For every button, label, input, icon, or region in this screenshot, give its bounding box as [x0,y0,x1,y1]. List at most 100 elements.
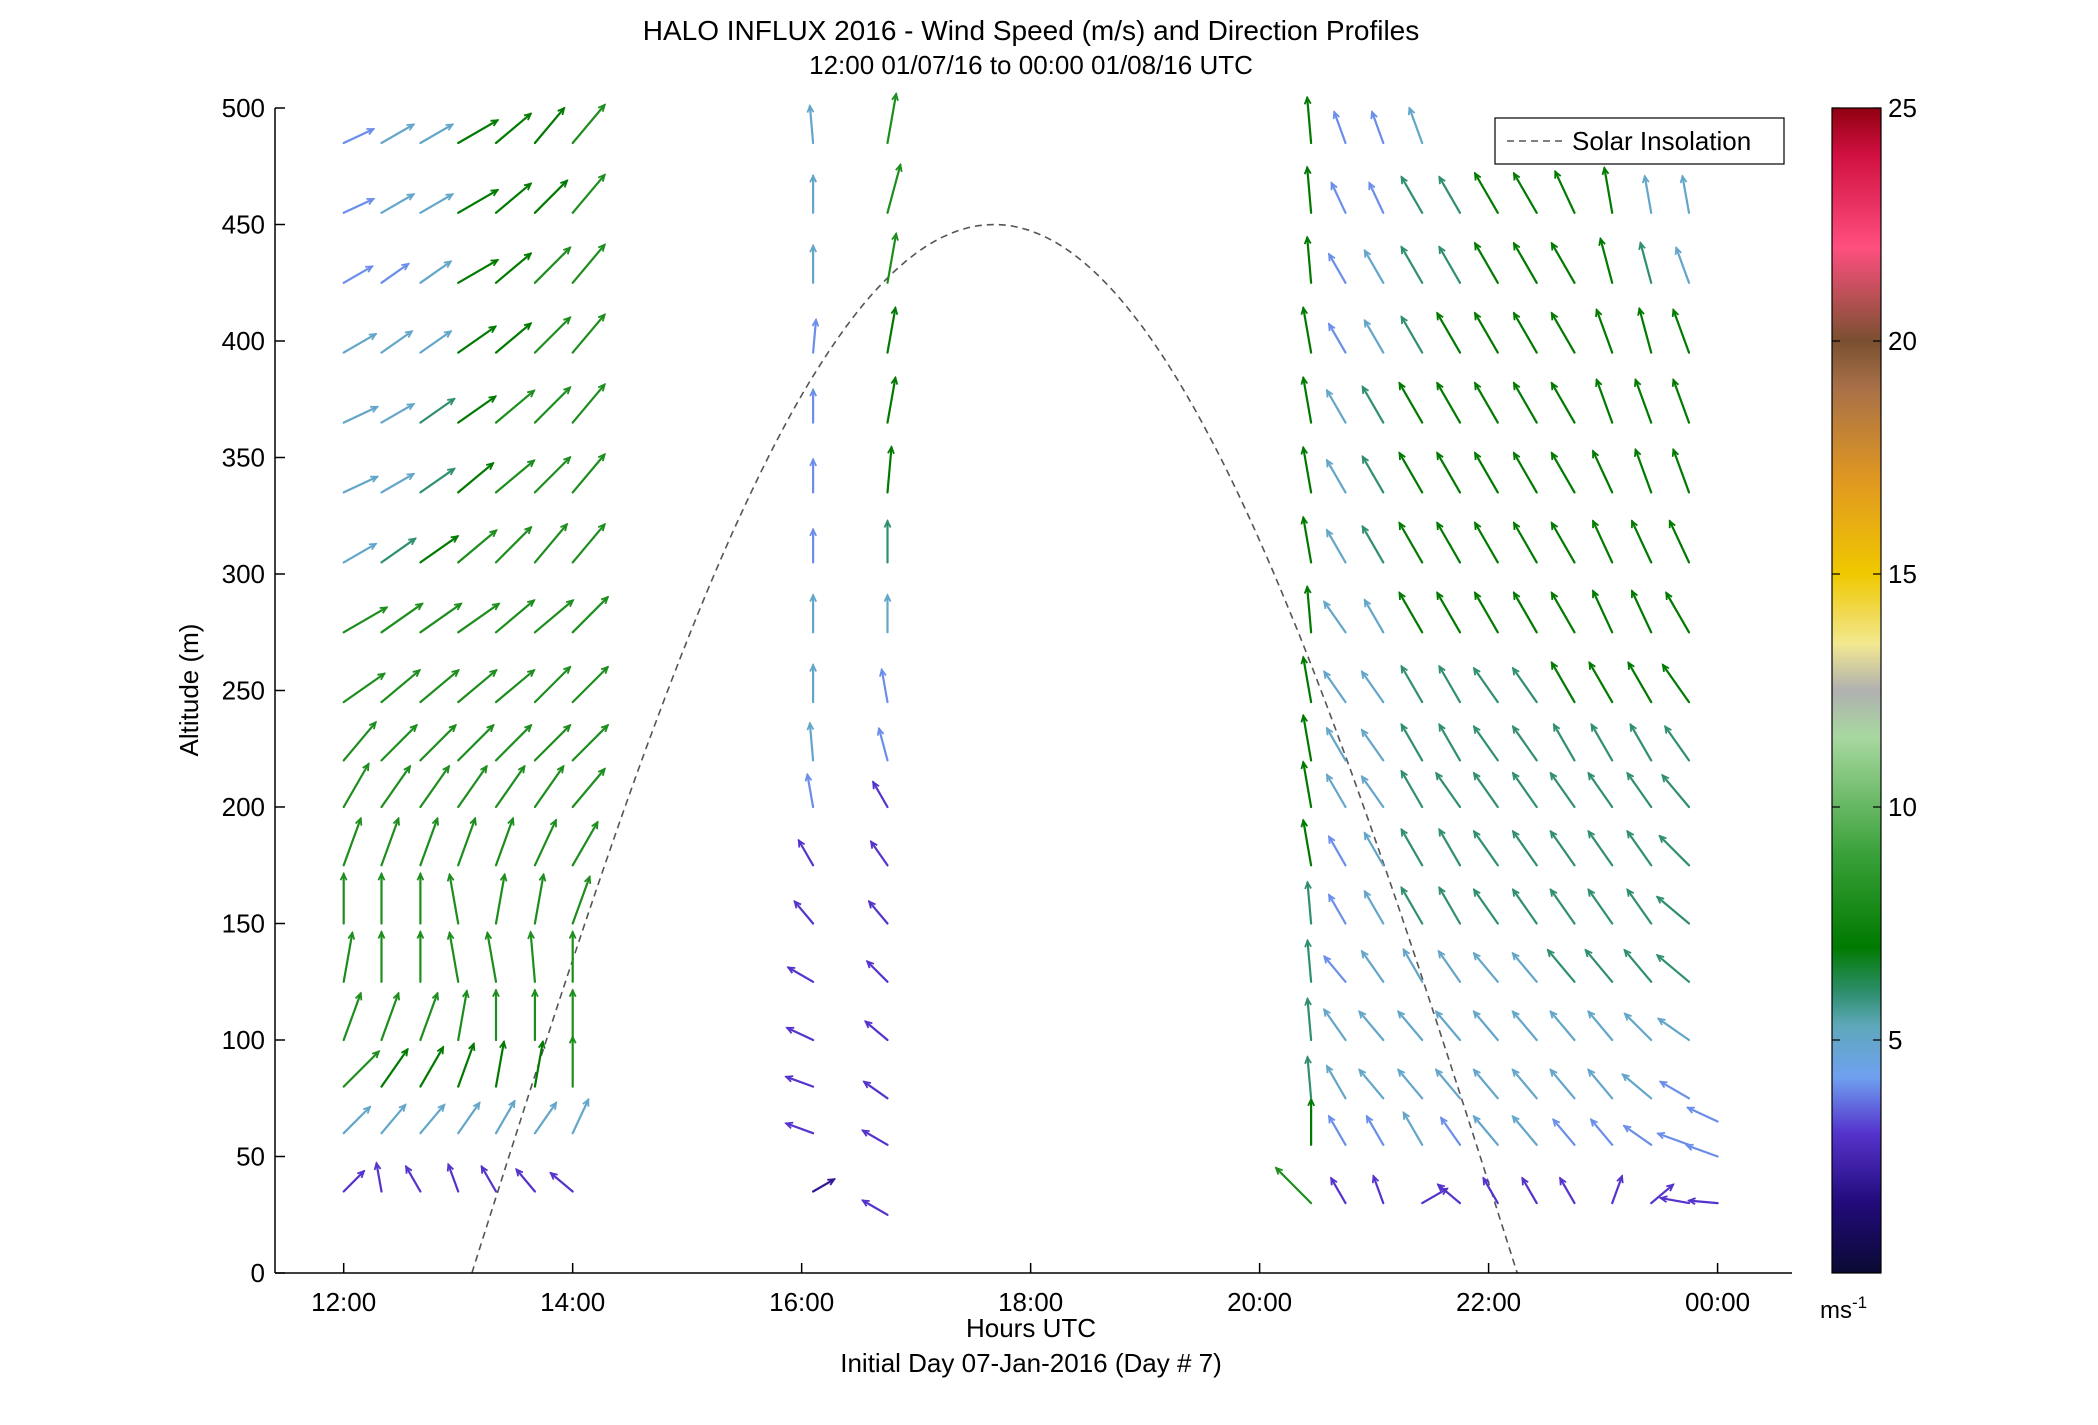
wind-vector-shaft [1323,670,1347,704]
wind-vector [1325,773,1347,809]
wind-vector-head [1511,725,1520,734]
wind-vector [457,325,498,354]
wind-vector-head [490,119,500,127]
wind-vector-shaft [342,542,377,564]
wind-vector-head [1300,305,1309,315]
wind-vector [571,103,606,145]
wind-vector-head [1440,1116,1448,1126]
wind-vector-shaft [1398,521,1424,564]
wind-vector [1655,895,1691,925]
wind-vector-head [1325,528,1334,538]
wind-vector-shaft [1306,166,1313,214]
wind-vector-head [1363,318,1372,328]
wind-vector-head [786,966,796,974]
wind-vector-shaft [1327,835,1347,867]
wind-vector [1371,1174,1385,1205]
wind-vector [494,525,533,564]
wind-vector-shaft [571,243,606,284]
wind-vector-shaft [380,403,415,424]
wind-vector-shaft [571,596,609,634]
wind-vector-shaft [515,1168,537,1193]
wind-vector-shaft [529,931,537,983]
wind-vector-head [1438,827,1446,837]
wind-vector-head [1550,381,1559,391]
wind-vector-head [809,243,818,253]
wind-vector [380,330,414,354]
wind-vector-shaft [419,193,454,214]
wind-vector-head [549,1171,558,1180]
wind-vector-head [1300,515,1309,525]
wind-vector-head [416,871,425,881]
wind-vector-head [597,452,606,462]
wind-vector-shaft [1306,939,1313,983]
wind-vector-head [445,193,455,201]
wind-vector-head [1590,722,1598,732]
legend-label: Solar Insolation [1572,126,1751,156]
wind-vector-head [1472,725,1481,734]
wind-vector [1436,451,1462,494]
wind-vector-shaft [1550,521,1576,564]
wind-vector-shaft [494,322,532,354]
wind-vector [1623,1012,1653,1042]
wind-vector [494,182,533,214]
wind-vector-head [1655,953,1665,963]
wind-vector [380,723,418,762]
wind-vector-head [1549,771,1558,781]
wind-vector-head [405,1164,413,1174]
wind-vector-head [864,1020,873,1029]
wind-vector [419,535,460,564]
wind-vector [457,395,498,424]
wind-vector-shaft [1657,1017,1691,1042]
wind-vector-head [406,403,416,411]
wind-vector-shaft [457,765,488,809]
wind-vector [419,668,460,704]
wind-vector-shaft [457,817,477,867]
wind-vector-shaft [1333,110,1347,145]
wind-vector-shaft [342,762,370,809]
wind-vector-head [453,602,463,611]
wind-vector [886,445,895,494]
wind-vector [793,900,815,925]
wind-vector-head [1325,726,1334,736]
wind-vector-head [1587,829,1596,839]
wind-vector-shaft [1306,881,1313,925]
wind-vector-head [377,672,386,681]
wind-vector-shaft [1438,886,1462,925]
wind-vector [1550,451,1576,494]
wind-vector [1323,1008,1347,1042]
wind-vector-head [1664,725,1672,734]
wind-vector [1303,235,1313,284]
wind-vector [861,1199,889,1216]
wind-vector-head [406,123,416,131]
wind-vector-shaft [1665,591,1691,634]
wind-vector-shaft [1302,714,1313,762]
wind-vector-head [508,1099,516,1109]
wind-vector-head [1552,722,1561,732]
wind-vector [342,762,370,809]
wind-vector-head [1438,885,1446,895]
wind-vector-shaft [1397,1010,1424,1042]
wind-vector [419,193,455,214]
wind-vector-head [490,259,500,267]
wind-vector-head [582,1097,590,1107]
wind-vector-shaft [419,535,459,564]
y-tick-label: 250 [222,676,265,706]
wind-vector [457,1041,476,1088]
wind-vector [380,602,424,634]
wind-vector [1658,1080,1691,1100]
wind-vector [380,1047,409,1088]
wind-vector [1400,722,1424,762]
wind-vector-shaft [1323,1008,1347,1042]
wind-vector [1323,955,1347,983]
wind-vector-head [1325,388,1334,398]
wind-vector-shaft [1595,378,1614,424]
wind-vector-head [1587,1010,1596,1019]
wind-vector [1400,315,1424,354]
y-axis-label: Altitude (m) [174,624,204,757]
wind-vector [784,1075,815,1088]
wind-vector [886,305,899,354]
wind-vector-shaft [342,672,386,704]
wind-vector-shaft [1656,954,1691,983]
wind-vector [571,820,599,867]
wind-vector-shaft [533,724,572,762]
